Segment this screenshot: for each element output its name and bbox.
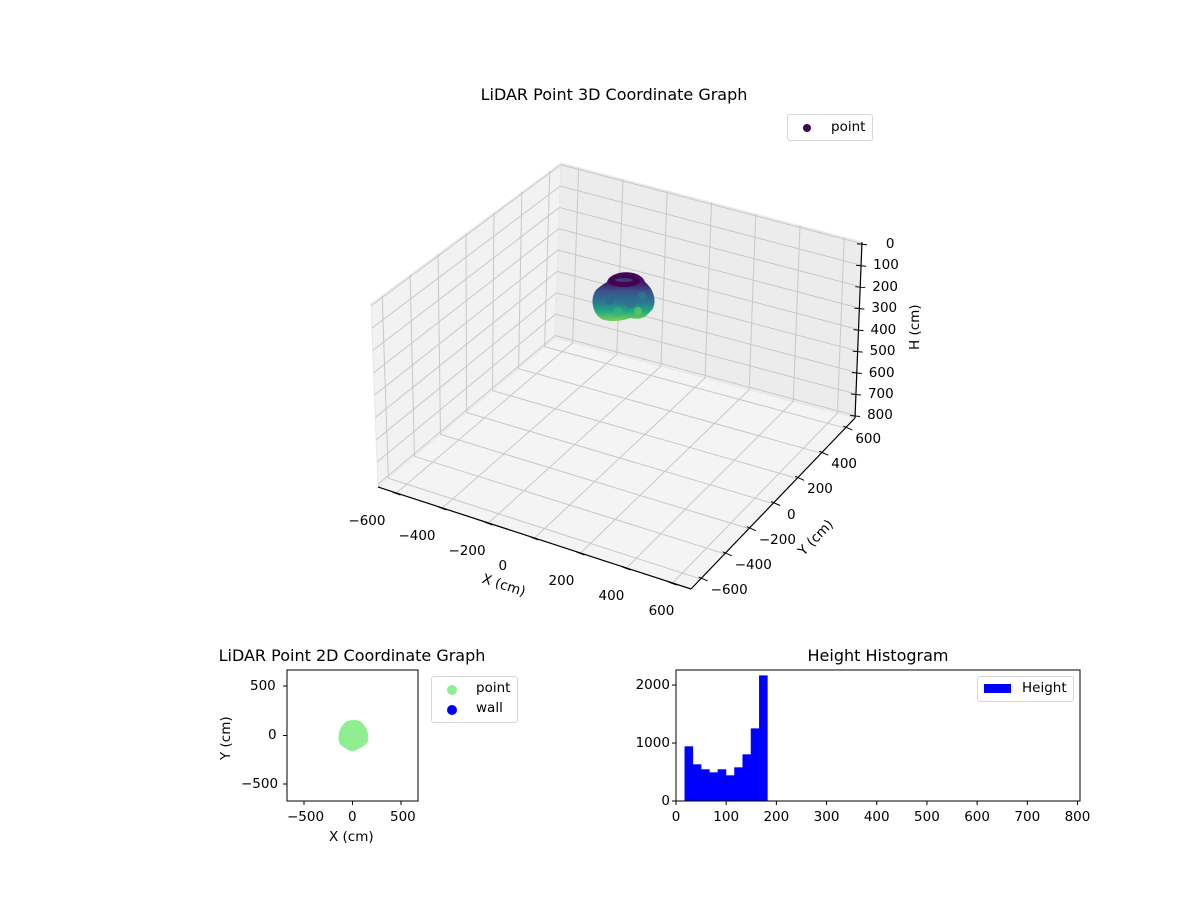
plot2d-ytick: 0 <box>268 727 277 743</box>
plot3d-ztick: 0 <box>885 235 895 252</box>
wall-marker-icon <box>447 705 457 715</box>
plot3d-title: LiDAR Point 3D Coordinate Graph <box>480 85 748 104</box>
histogram-bar <box>709 772 718 801</box>
plot3d-ztick: 600 <box>868 364 895 381</box>
plot3d-ztick: 500 <box>869 343 896 360</box>
histogram-bar <box>750 728 760 801</box>
histogram-bar <box>684 746 694 801</box>
plot2d-ytick: −500 <box>241 776 279 792</box>
histogram-ytick: 2000 <box>635 677 670 694</box>
histogram-xtick: 700 <box>1014 809 1041 825</box>
plot3d-xtick: 200 <box>548 573 575 589</box>
plot3d-ytick: −400 <box>734 556 772 573</box>
plot3d-ztick: 300 <box>871 300 898 317</box>
histogram-bar <box>701 769 710 801</box>
plot3d-ztick: 200 <box>872 278 898 295</box>
height-patch-icon <box>984 684 1011 693</box>
plot2d-ytick: 500 <box>250 678 276 694</box>
plot3d-legend: point <box>787 114 873 141</box>
histogram-xtick: 100 <box>713 809 740 825</box>
plot2d-xtick: 500 <box>390 809 416 825</box>
histogram-xtick: 0 <box>671 809 681 825</box>
plot3d-ztick: 700 <box>867 386 894 402</box>
plot3d-ytick: 0 <box>787 506 796 523</box>
point-marker-icon <box>803 124 811 132</box>
histogram-legend: Height <box>977 676 1074 702</box>
histogram-bars <box>684 675 768 801</box>
histogram-bar <box>742 754 752 801</box>
histogram-xtick: 800 <box>1064 809 1091 825</box>
plot2d-xtick: −500 <box>287 809 325 825</box>
legend-label-point: point <box>831 119 866 135</box>
legend-label-height: Height <box>1022 680 1067 696</box>
histogram-xtick: 200 <box>763 809 790 825</box>
plot3d-ytick: 600 <box>855 431 882 448</box>
legend-label-wall: wall <box>476 700 503 716</box>
plot3d-point-cloud <box>592 272 655 321</box>
plot3d-ytick: −200 <box>758 531 796 548</box>
histogram-xtick: 500 <box>914 809 940 825</box>
plot3d-ztick: 400 <box>870 321 897 338</box>
histogram-ytick: 1000 <box>635 735 670 752</box>
histogram-xtick: 600 <box>964 809 990 825</box>
plot2d-legend: point wall <box>431 676 518 723</box>
plot3d-xtick: −600 <box>348 513 386 529</box>
plot3d-ytick: 400 <box>831 456 858 473</box>
plot3d-ytick: 200 <box>807 481 833 498</box>
plot2d-point-cluster <box>338 719 369 752</box>
plot3d-xtick: 400 <box>598 588 625 604</box>
histogram-bar <box>717 769 727 801</box>
plot3d-xtick: 0 <box>498 558 508 574</box>
plot3d-ztick: 800 <box>867 407 893 424</box>
histogram-xtick: 400 <box>863 809 890 825</box>
legend-label-point: point <box>476 680 511 696</box>
histogram-ytick: 0 <box>661 793 670 809</box>
plot3d-ytick: −600 <box>710 581 748 598</box>
plot2d-xtick: 0 <box>348 809 357 825</box>
plot2d-xlabel: X (cm) <box>329 829 374 845</box>
histogram-bar <box>759 675 768 801</box>
histogram-bar <box>692 764 702 801</box>
histogram-bar <box>734 767 743 801</box>
plot2d-title: LiDAR Point 2D Coordinate Graph <box>218 646 486 665</box>
histogram-bar <box>725 775 735 801</box>
plot3d-ztick: 100 <box>873 257 899 274</box>
plot3d-xtick: 600 <box>648 603 675 619</box>
histogram-title: Height Histogram <box>807 646 949 665</box>
plot3d-xtick: −400 <box>398 528 436 544</box>
plot3d-xtick: −200 <box>448 543 486 559</box>
point-marker-icon <box>447 685 457 695</box>
histogram-xtick: 300 <box>813 809 840 825</box>
